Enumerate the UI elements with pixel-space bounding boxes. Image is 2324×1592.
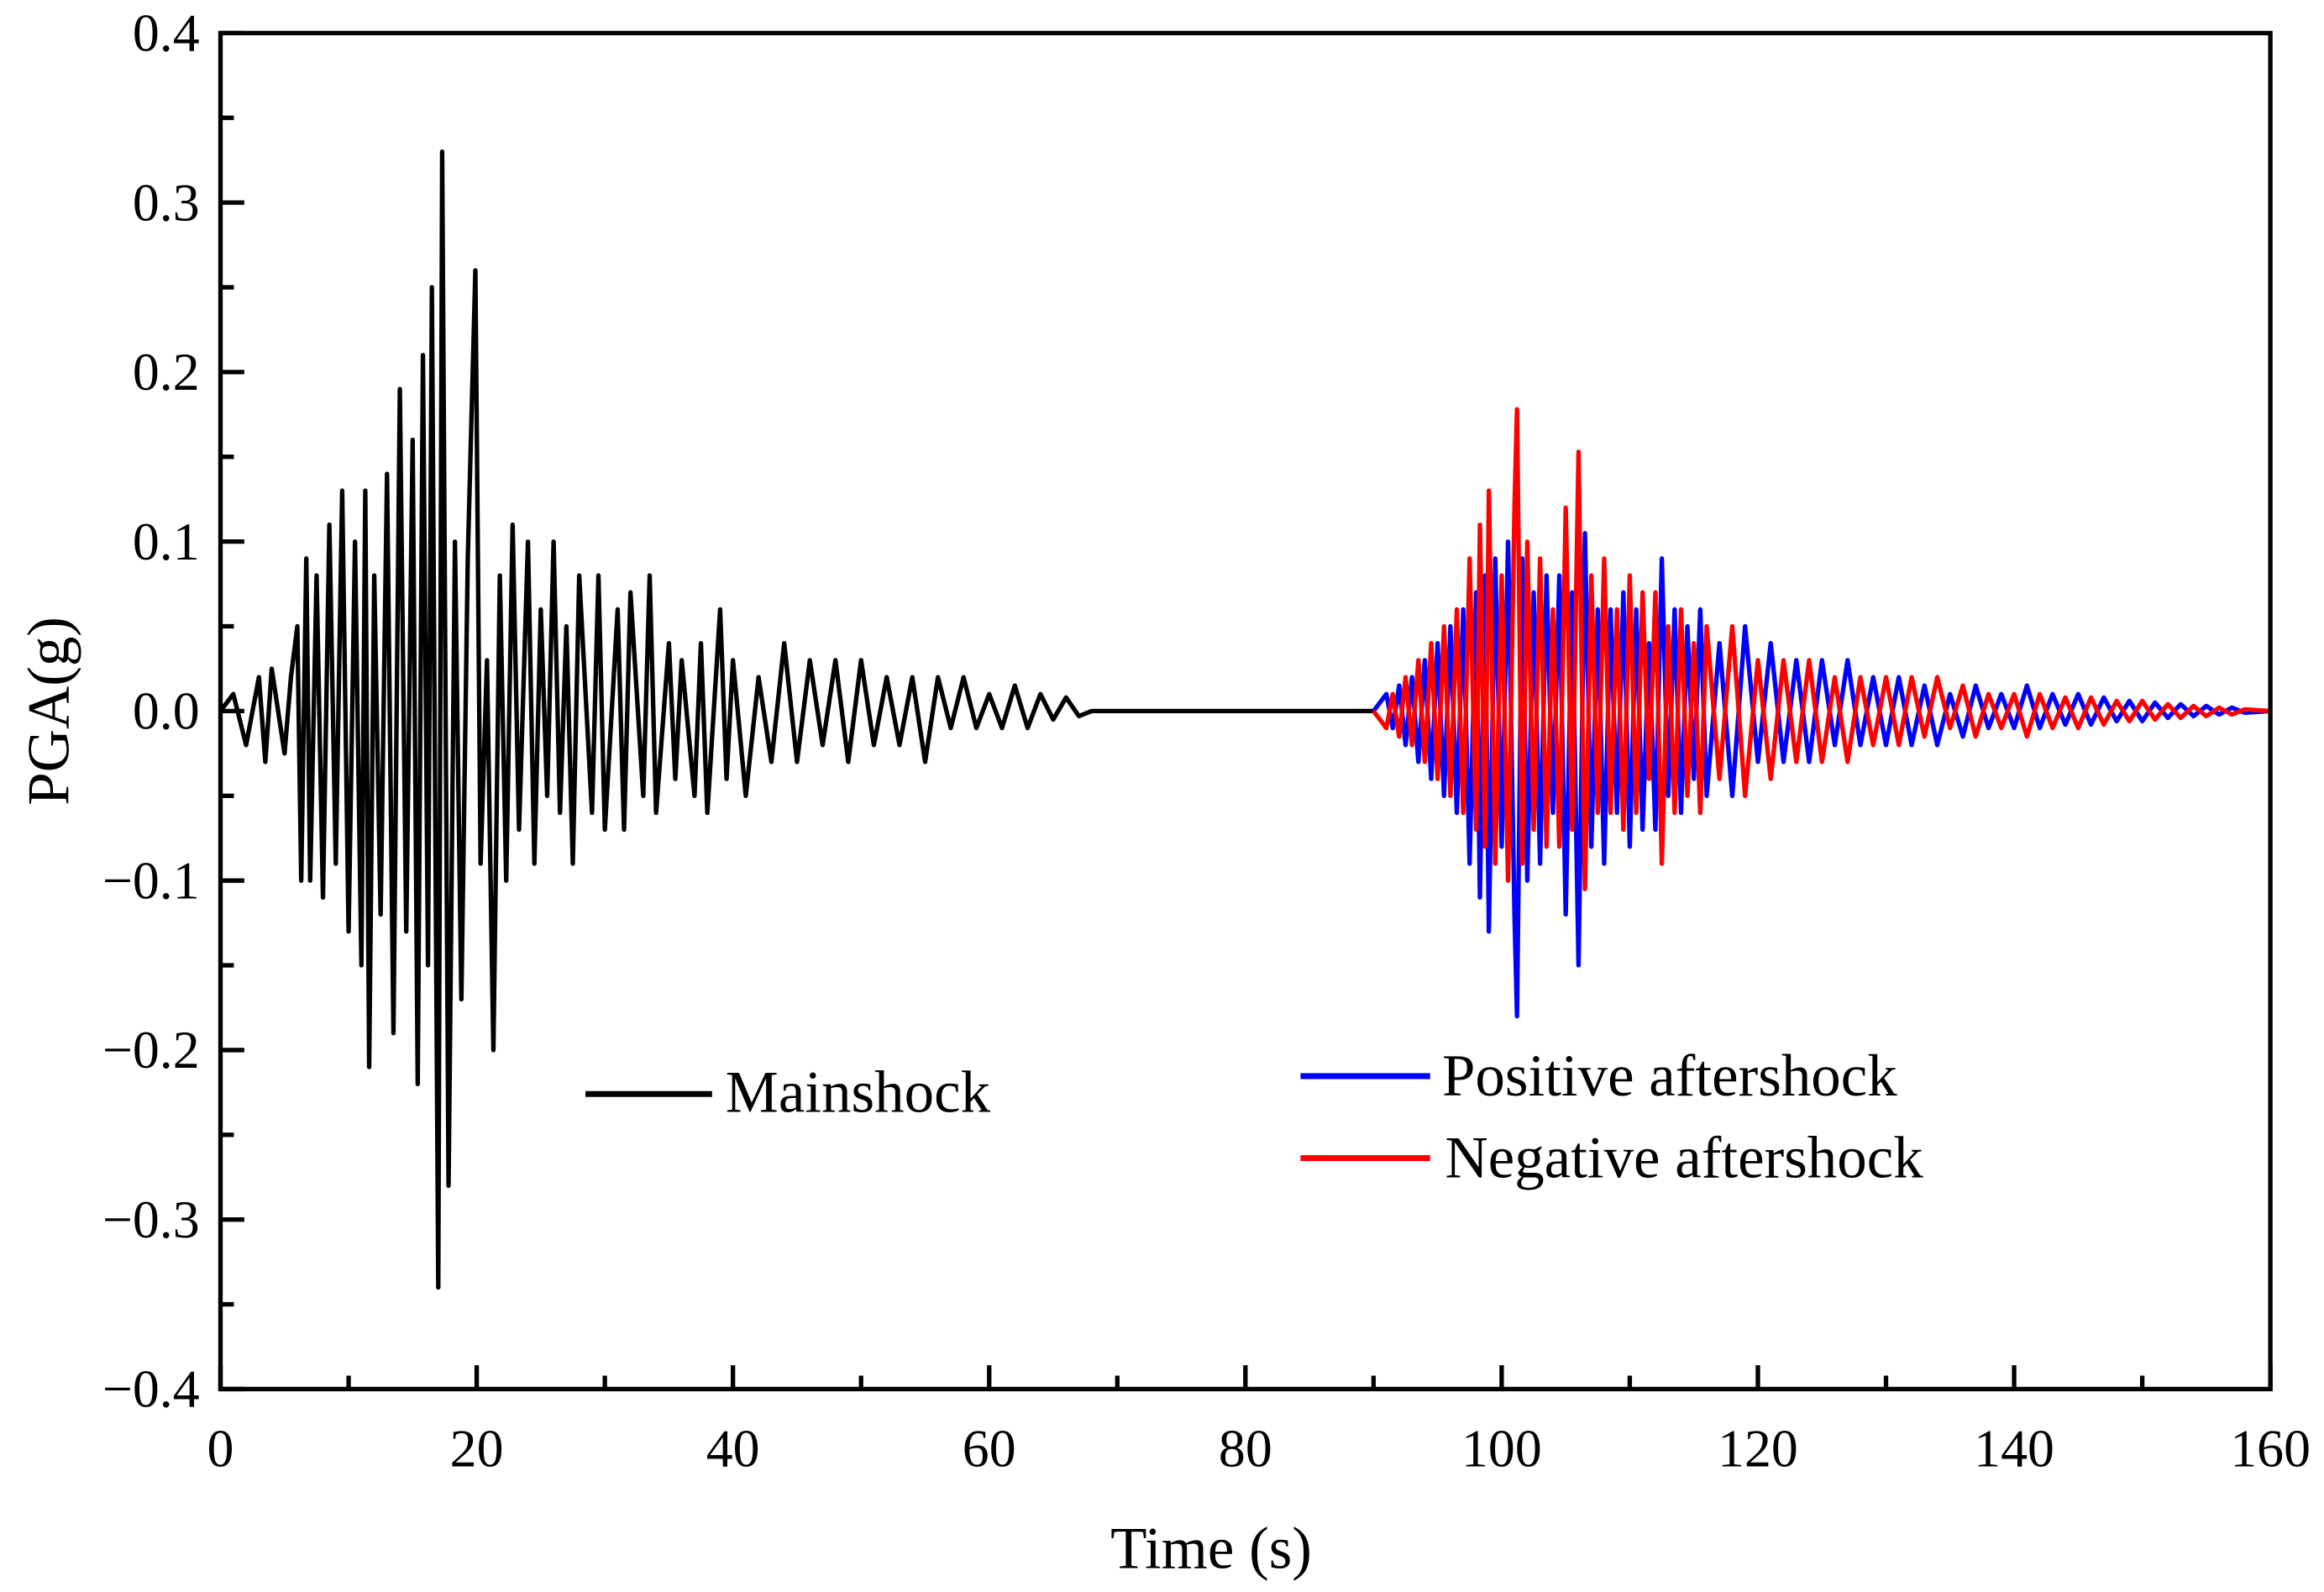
y-tick-label: 0.2 <box>133 342 200 402</box>
legend: Mainshock Positive aftershock Negative a… <box>585 1043 1923 1191</box>
y-tick-label: 0.0 <box>133 681 200 741</box>
y-tick-label: −0.3 <box>102 1190 200 1249</box>
x-tick-label: 120 <box>1718 1419 1798 1479</box>
y-tick-label: −0.2 <box>102 1020 200 1080</box>
legend-label-positive: Positive aftershock <box>1442 1043 1897 1109</box>
y-tick-label: 0.4 <box>133 3 200 63</box>
x-axis-label: Time (s) <box>1110 1516 1312 1581</box>
y-tick-label: −0.4 <box>102 1359 200 1419</box>
x-tick-label: 20 <box>450 1419 504 1479</box>
y-axis-label: PGA(g) <box>17 617 82 806</box>
legend-label-negative: Negative aftershock <box>1445 1126 1924 1191</box>
series-line-positive-aftershock <box>1372 530 2271 1019</box>
x-tick-label: 80 <box>1219 1419 1272 1479</box>
y-tick-label: 0.1 <box>133 512 200 571</box>
x-tick-label: 160 <box>2230 1419 2311 1479</box>
x-tick-label: 100 <box>1461 1419 1542 1479</box>
y-tick-label: −0.1 <box>102 850 200 910</box>
x-tick-label: 0 <box>207 1419 234 1479</box>
ticks-layer: 0 20 40 60 80 100 120 140 160 −0.4 −0.3 −0.2 −0.1 0.0… <box>102 3 2311 1479</box>
x-tick-label: 140 <box>1974 1419 2054 1479</box>
x-tick-label: 40 <box>706 1419 760 1479</box>
y-tick-label: 0.3 <box>133 172 200 232</box>
series-line-negative-aftershock <box>1372 407 2271 891</box>
series-line-mainshock <box>218 149 1374 1290</box>
series-layer <box>218 149 2271 1290</box>
x-tick-label: 60 <box>963 1419 1016 1479</box>
legend-label-mainshock: Mainshock <box>726 1060 991 1126</box>
